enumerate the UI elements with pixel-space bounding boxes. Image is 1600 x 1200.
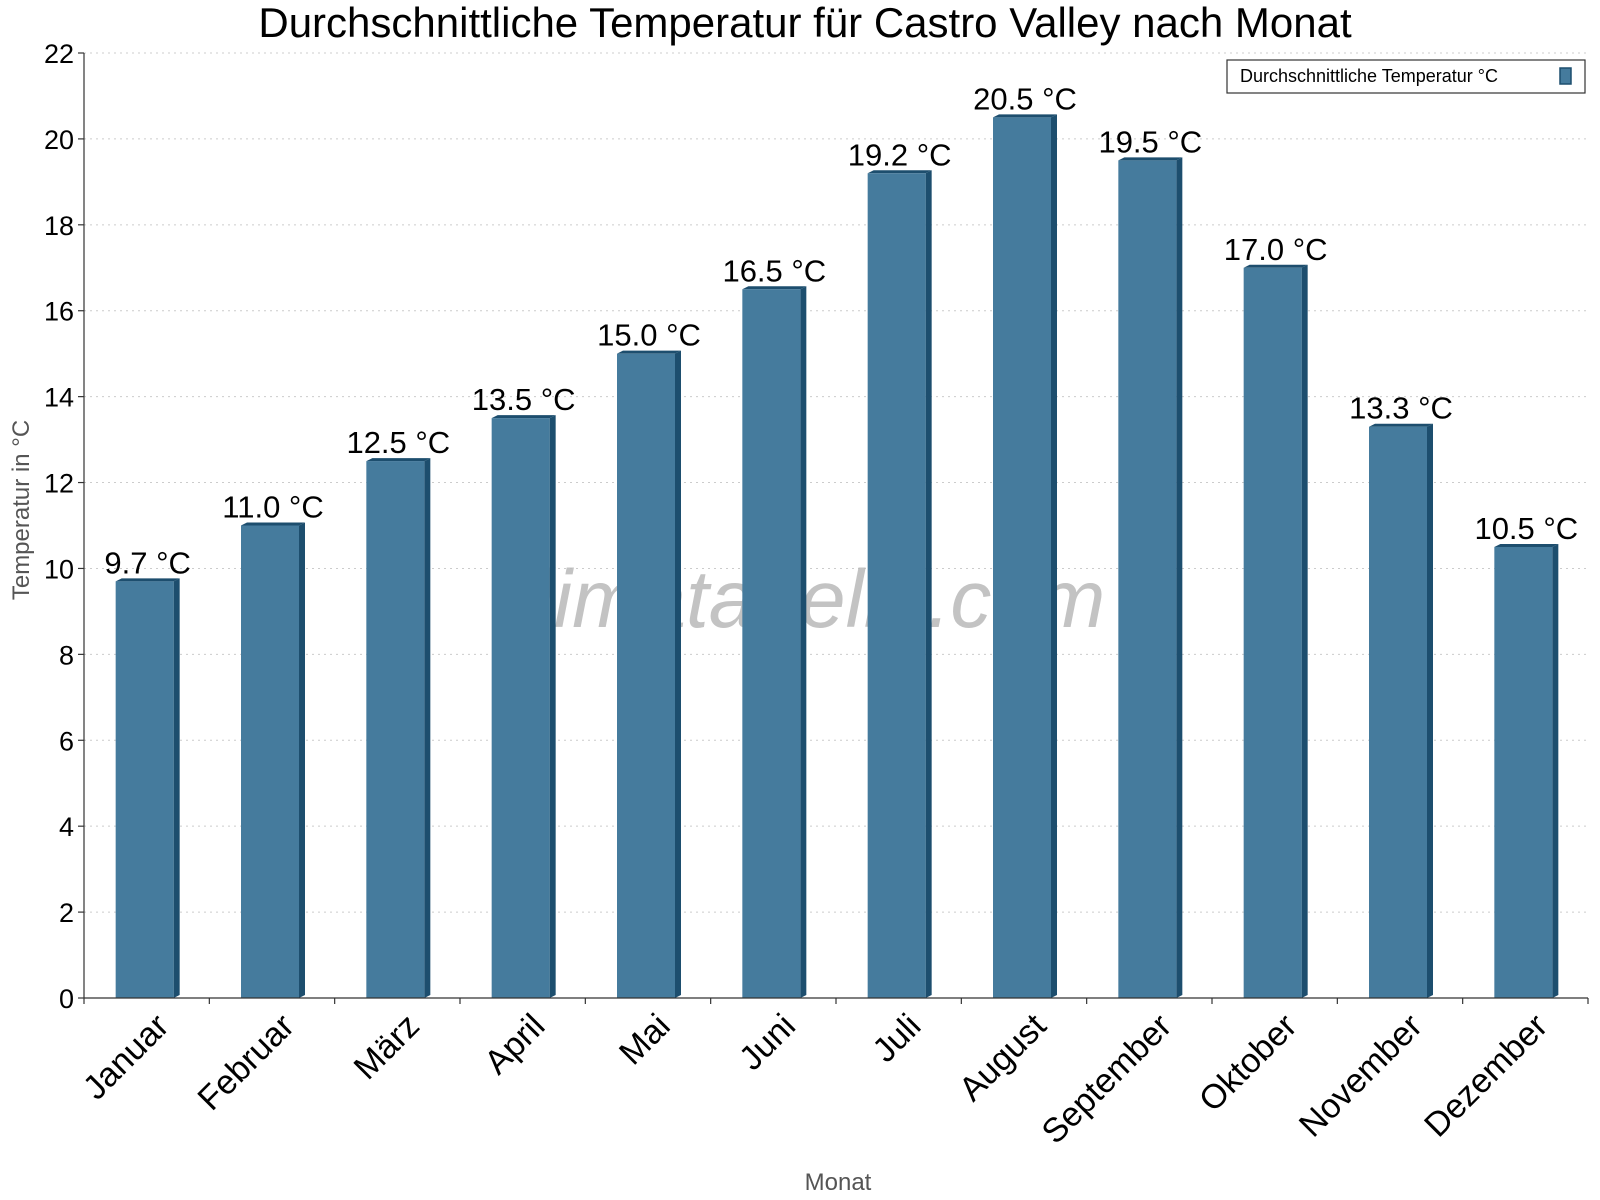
grid-lines [84, 52, 1588, 913]
data-label: 20.5 °C [973, 81, 1077, 116]
data-label: 15.0 °C [597, 318, 701, 353]
y-tick-label: 8 [59, 640, 74, 670]
bar-side [800, 286, 807, 998]
data-label: 9.7 °C [104, 545, 191, 580]
bar [742, 289, 801, 998]
x-tick-label: März [347, 1007, 427, 1087]
y-tick-label: 16 [44, 297, 74, 327]
bar-top [241, 522, 305, 526]
data-label: 12.5 °C [346, 425, 450, 460]
y-tick-label: 22 [44, 39, 74, 69]
bar-top [1243, 264, 1308, 268]
bar-top [366, 458, 431, 462]
bar-side [1301, 264, 1308, 999]
bar [617, 353, 675, 998]
data-label: 19.5 °C [1098, 124, 1202, 159]
y-axis-label: Temperatur in °C [8, 420, 35, 600]
bar [366, 461, 425, 998]
bar [993, 117, 1051, 998]
bar [241, 525, 299, 998]
data-label: 19.2 °C [848, 137, 952, 172]
x-tick-label: November [1292, 1007, 1430, 1145]
y-tick-label: 6 [59, 726, 74, 756]
x-tick-label: Dezember [1417, 1007, 1555, 1145]
bar-side [299, 522, 305, 998]
bar-side [173, 578, 180, 998]
bar-top [1118, 157, 1183, 161]
bar-side [1176, 157, 1183, 999]
bar [1369, 426, 1427, 998]
x-tick-label: Juli [865, 1007, 928, 1070]
legend-label: Durchschnittliche Temperatur °C [1240, 66, 1498, 86]
y-tick-label: 2 [59, 898, 74, 928]
bar [1118, 160, 1177, 999]
y-tick-label: 0 [59, 984, 74, 1014]
bar [491, 418, 550, 998]
y-tick-label: 20 [44, 125, 74, 155]
bar [1243, 267, 1302, 999]
bar-top [1369, 423, 1433, 427]
x-tick-label: August [952, 1006, 1054, 1108]
x-tick-label: Juni [732, 1007, 803, 1078]
bar-top [617, 350, 681, 354]
y-tick-label: 12 [44, 469, 74, 499]
bar-top [993, 114, 1057, 118]
data-label: 13.3 °C [1349, 391, 1453, 426]
x-tick-label: September [1035, 1007, 1179, 1151]
data-label: 10.5 °C [1474, 511, 1578, 546]
bar-side [549, 415, 556, 998]
bars [115, 114, 1559, 999]
bar-side [1051, 114, 1057, 998]
bar-side [424, 458, 431, 998]
legend-box [1226, 59, 1586, 94]
y-tick-label: 18 [44, 211, 74, 241]
data-label: 13.5 °C [472, 382, 576, 417]
data-labels: 9.7 °C 11.0 °C 12.5 °C 13.5 °C 15.0 °C 16.5 °… [104, 81, 1578, 580]
bar-top [491, 415, 556, 419]
data-label: 11.0 °C [222, 490, 323, 525]
x-tick-label: Februar [191, 1007, 302, 1118]
y-tick-label: 4 [59, 812, 74, 842]
y-tick-label: 14 [44, 383, 74, 413]
data-label: 17.0 °C [1224, 232, 1328, 267]
y-tick-label: 10 [44, 554, 74, 584]
bar-side [925, 170, 932, 999]
chart-title: Durchschnittliche Temperatur für Castro … [258, 0, 1352, 46]
legend: Durchschnittliche Temperatur °C [1226, 59, 1586, 94]
bar-side [1552, 543, 1559, 998]
x-tick-label: April [477, 1007, 552, 1082]
legend-swatch [1559, 67, 1572, 85]
x-axis-label: Monat [805, 1169, 872, 1196]
bar-side [675, 350, 681, 998]
bar-side [1427, 423, 1433, 998]
bar-top [115, 578, 180, 582]
bar-top [867, 170, 932, 174]
x-tick-label: Oktober [1192, 1007, 1304, 1119]
bar-top [742, 286, 807, 290]
x-tick-label: Januar [76, 1007, 176, 1107]
bar [867, 173, 926, 999]
bar [115, 581, 174, 998]
bar [1494, 546, 1553, 998]
data-label: 16.5 °C [722, 253, 826, 288]
bar-top [1494, 543, 1559, 547]
x-tick-label: Mai [612, 1007, 678, 1073]
